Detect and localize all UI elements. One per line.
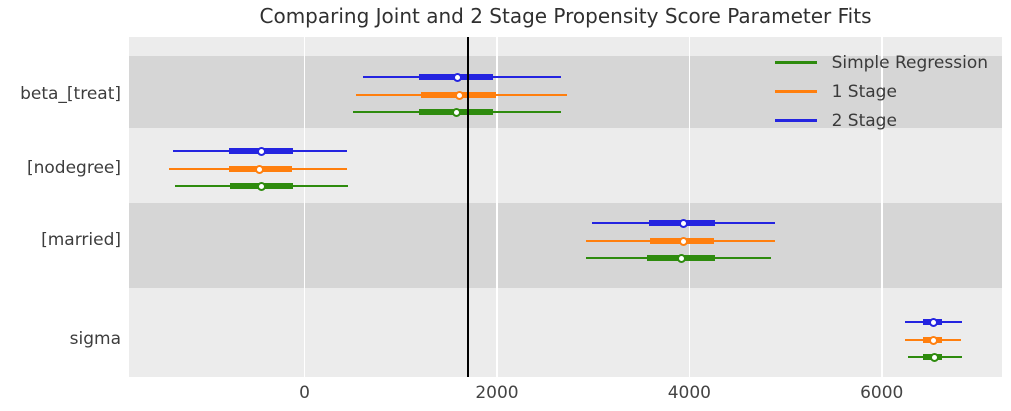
- point-estimate-marker: [454, 90, 464, 100]
- point-estimate-marker: [254, 164, 264, 174]
- chart-title: Comparing Joint and 2 Stage Propensity S…: [259, 4, 872, 28]
- x-tick-label: 0: [299, 383, 310, 403]
- point-estimate-marker: [929, 352, 939, 362]
- plot-area: Simple Regression 1 Stage 2 Stage: [129, 37, 1002, 377]
- point-estimate-marker: [679, 236, 689, 246]
- legend: Simple Regression 1 Stage 2 Stage: [774, 48, 988, 135]
- y-axis-label: [nodegree]: [26, 158, 121, 178]
- legend-label: 1 Stage: [831, 81, 897, 102]
- zebra-band: [129, 203, 1002, 288]
- point-estimate-marker: [256, 181, 266, 191]
- reference-line: [467, 37, 470, 377]
- point-estimate-marker: [929, 335, 939, 345]
- legend-entry: 1 Stage: [774, 77, 988, 106]
- gridline: [496, 37, 498, 377]
- point-estimate-marker: [453, 72, 463, 82]
- zebra-band: [129, 56, 1002, 128]
- point-estimate-marker: [256, 146, 266, 156]
- legend-line-swatch: [774, 90, 817, 93]
- y-axis-label: beta_[treat]: [20, 84, 121, 104]
- legend-line-swatch: [774, 119, 817, 122]
- point-estimate-marker: [676, 253, 686, 263]
- gridline: [881, 37, 883, 377]
- legend-label: Simple Regression: [831, 52, 988, 73]
- point-estimate-marker: [679, 218, 689, 228]
- x-tick-label: 4000: [667, 383, 711, 403]
- gridline: [303, 37, 306, 377]
- legend-label: 2 Stage: [831, 110, 897, 131]
- legend-entry: 2 Stage: [774, 106, 988, 135]
- y-axis-label: sigma: [69, 329, 121, 349]
- point-estimate-marker: [452, 107, 462, 117]
- x-tick-label: 6000: [860, 383, 904, 403]
- x-tick-label: 2000: [475, 383, 519, 403]
- legend-line-swatch: [774, 61, 817, 64]
- legend-entry: Simple Regression: [774, 48, 988, 77]
- gridline: [688, 37, 691, 377]
- point-estimate-marker: [929, 317, 939, 327]
- y-axis-label: [married]: [41, 230, 121, 250]
